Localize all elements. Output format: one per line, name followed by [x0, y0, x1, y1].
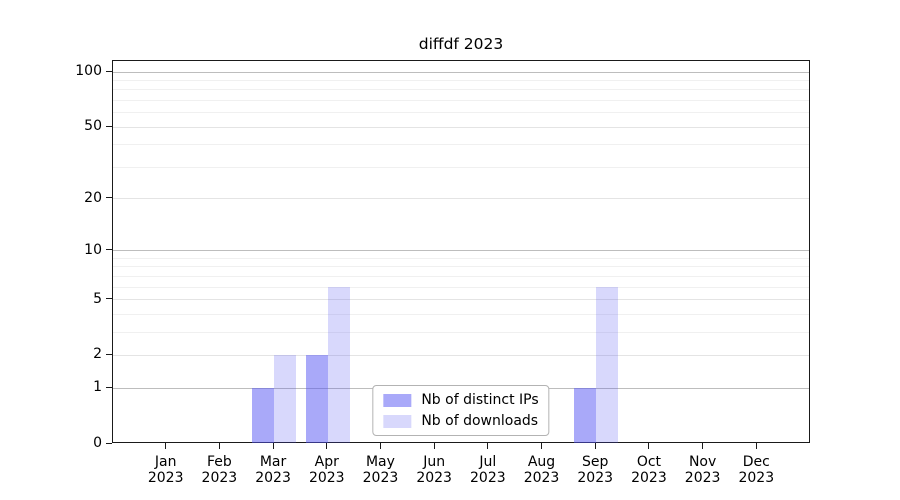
x-tick-mark-mar: [272, 443, 274, 449]
bar-downloads-mar: [274, 355, 297, 443]
x-tick-month: May: [365, 454, 395, 470]
x-tick-mark-jan: [165, 443, 167, 449]
x-tick-label-nov: Nov 2023: [675, 454, 731, 486]
legend-label-distinct-ips: Nb of distinct IPs: [421, 392, 539, 408]
gridline-minor-8: [113, 266, 809, 268]
bar-distinct-ips-apr: [305, 355, 328, 443]
x-tick-month: Jul: [479, 454, 497, 470]
bar-downloads-sep: [596, 287, 619, 443]
gridline-100: [113, 71, 809, 73]
x-tick-label-may: May 2023: [352, 454, 408, 486]
x-tick-mark-apr: [326, 443, 328, 449]
x-tick-year: 2023: [201, 470, 238, 486]
x-tick-month: Sep: [582, 454, 609, 470]
x-tick-year: 2023: [308, 470, 345, 486]
x-tick-label-sep: Sep 2023: [567, 454, 623, 486]
x-tick-month: Feb: [206, 454, 232, 470]
x-tick-year: 2023: [631, 470, 667, 486]
bar-downloads-apr: [327, 287, 350, 443]
x-tick-month: Aug: [527, 454, 556, 470]
gridline-minor-90: [113, 80, 809, 82]
x-tick-label-apr: Apr 2023: [299, 454, 355, 486]
gridline-minor-70: [113, 100, 809, 102]
x-tick-label-jan: Jan 2023: [138, 454, 194, 486]
y-tick-label-2: 2: [93, 346, 102, 363]
x-tick-month: Oct: [636, 454, 662, 470]
x-tick-label-dec: Dec 2023: [728, 454, 784, 486]
x-tick-month: Jan: [154, 454, 177, 470]
x-tick-mark-oct: [648, 443, 650, 449]
x-tick-month: Apr: [314, 454, 339, 470]
x-tick-year: 2023: [523, 470, 560, 486]
x-tick-mark-jun: [433, 443, 435, 449]
x-tick-mark-feb: [218, 443, 220, 449]
gridline-5: [113, 299, 809, 301]
x-tick-mark-aug: [541, 443, 543, 449]
gridline-minor-40: [113, 144, 809, 146]
x-tick-year: 2023: [416, 470, 452, 486]
x-tick-year: 2023: [362, 470, 399, 486]
y-tick-label-100: 100: [75, 63, 102, 80]
y-tick-mark-0: [106, 442, 112, 444]
legend-label-downloads: Nb of downloads: [421, 413, 539, 429]
legend-swatch-distinct-ips: [383, 393, 412, 407]
plot-area: Nb of distinct IPs Nb of downloads: [112, 60, 810, 443]
x-tick-year: 2023: [577, 470, 614, 486]
legend-swatch-downloads: [383, 414, 412, 428]
x-tick-month: Dec: [742, 454, 770, 470]
x-tick-label-mar: Mar 2023: [245, 454, 301, 486]
gridline-minor-7: [113, 275, 809, 277]
y-tick-mark-10: [106, 249, 112, 251]
legend: Nb of distinct IPs Nb of downloads: [372, 385, 550, 436]
y-tick-label-0: 0: [93, 435, 102, 451]
gridline-2: [113, 354, 809, 356]
x-tick-mark-may: [379, 443, 381, 449]
y-tick-label-5: 5: [93, 290, 102, 307]
gridline-minor-80: [113, 89, 809, 91]
x-tick-year: 2023: [255, 470, 291, 486]
x-tick-mark-sep: [594, 443, 596, 449]
y-tick-mark-2: [106, 353, 112, 355]
y-tick-label-50: 50: [84, 118, 102, 135]
x-tick-mark-jul: [487, 443, 489, 449]
bar-distinct-ips-sep: [574, 388, 597, 443]
gridline-50: [113, 126, 809, 128]
x-tick-year: 2023: [147, 470, 184, 486]
gridline-minor-3: [113, 331, 809, 333]
x-tick-mark-dec: [755, 443, 757, 449]
gridline-minor-6: [113, 286, 809, 288]
y-tick-mark-20: [106, 197, 112, 199]
x-tick-label-jul: Jul 2023: [460, 454, 516, 486]
gridline-minor-30: [113, 166, 809, 168]
y-tick-mark-50: [106, 125, 112, 127]
x-tick-month: Jun: [423, 454, 446, 470]
gridline-10: [113, 250, 809, 252]
y-tick-label-10: 10: [84, 241, 102, 258]
y-tick-label-1: 1: [93, 379, 102, 396]
gridline-minor-9: [113, 257, 809, 259]
x-tick-month: Mar: [259, 454, 287, 470]
x-tick-label-oct: Oct 2023: [621, 454, 677, 486]
x-tick-label-jun: Jun 2023: [406, 454, 462, 486]
bar-distinct-ips-mar: [252, 388, 275, 443]
chart-title: diffdf 2023: [418, 35, 504, 53]
y-tick-mark-5: [106, 298, 112, 300]
y-tick-mark-100: [106, 70, 112, 72]
gridline-minor-4: [113, 313, 809, 315]
gridline-20: [113, 198, 809, 200]
x-tick-year: 2023: [470, 470, 506, 486]
legend-item-downloads: Nb of downloads: [383, 413, 538, 429]
y-tick-mark-1: [106, 386, 112, 388]
legend-item-distinct-ips: Nb of distinct IPs: [383, 392, 539, 408]
x-tick-label-aug: Aug 2023: [514, 454, 570, 486]
y-tick-label-20: 20: [84, 189, 102, 206]
x-tick-month: Nov: [688, 454, 717, 470]
gridline-minor-60: [113, 112, 809, 114]
x-tick-label-feb: Feb 2023: [191, 454, 247, 486]
x-tick-year: 2023: [684, 470, 721, 486]
x-tick-year: 2023: [738, 470, 775, 486]
x-tick-mark-nov: [702, 443, 704, 449]
